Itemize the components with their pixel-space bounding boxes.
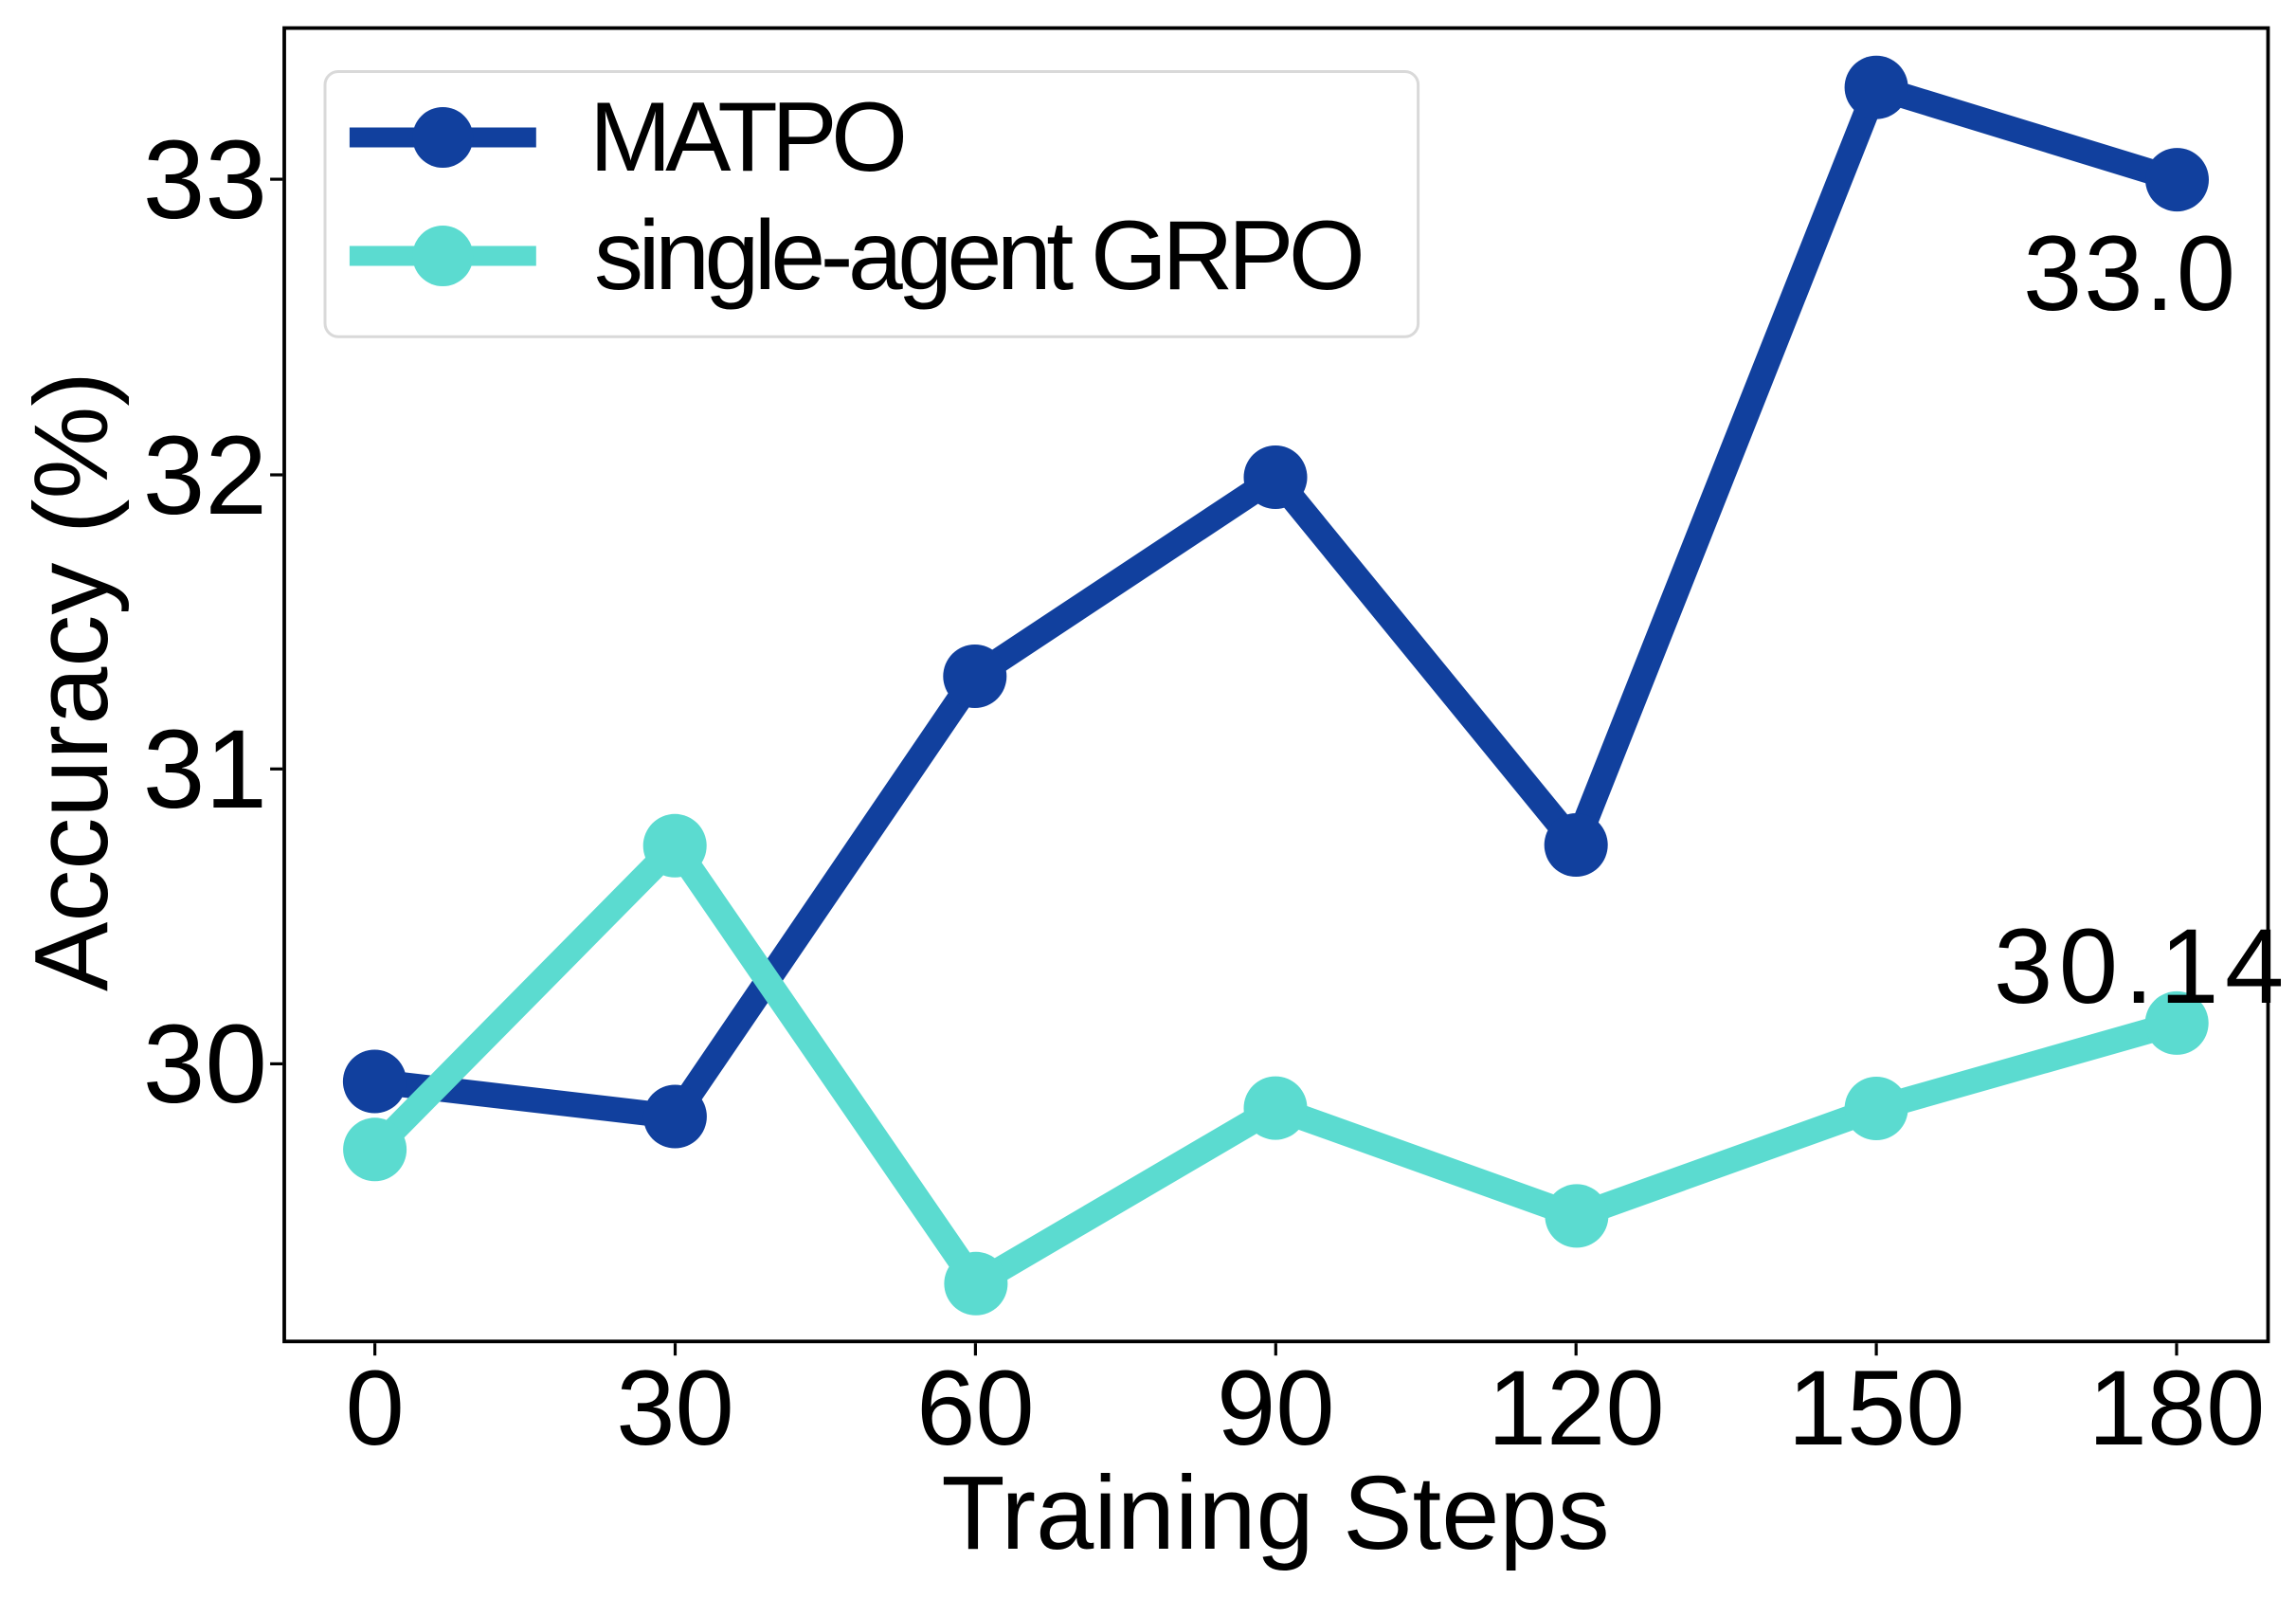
svg-text:180: 180 — [2088, 1349, 2266, 1467]
svg-text:33: 33 — [143, 118, 267, 243]
svg-text:150: 150 — [1788, 1349, 1965, 1467]
svg-text:30: 30 — [143, 1002, 267, 1127]
svg-text:90: 90 — [1217, 1349, 1335, 1467]
svg-text:33.0: 33.0 — [2023, 214, 2237, 333]
svg-text:Training Steps: Training Steps — [941, 1455, 1609, 1571]
svg-text:MATPO: MATPO — [589, 82, 903, 192]
svg-text:60: 60 — [916, 1349, 1035, 1467]
svg-text:30: 30 — [616, 1349, 734, 1467]
svg-text:0: 0 — [345, 1349, 404, 1467]
svg-text:31: 31 — [143, 707, 267, 832]
svg-text:Accuracy (%): Accuracy (%) — [13, 372, 130, 991]
svg-text:32: 32 — [143, 413, 267, 538]
svg-text:30.14: 30.14 — [1994, 907, 2290, 1026]
svg-text:single-agent GRPO: single-agent GRPO — [594, 201, 1361, 311]
svg-text:120: 120 — [1488, 1349, 1665, 1467]
